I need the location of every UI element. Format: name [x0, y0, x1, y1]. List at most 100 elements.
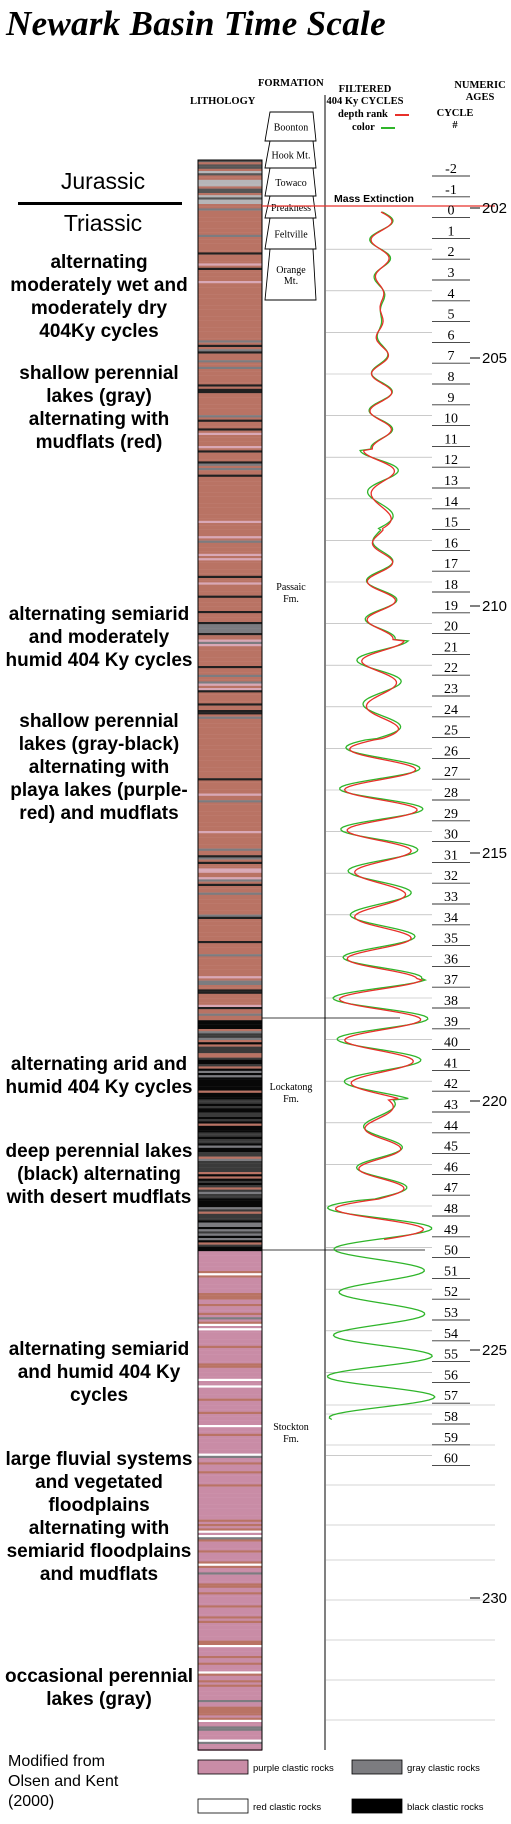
lithology-stripe [198, 1207, 262, 1210]
lithology-stripe [198, 1510, 262, 1514]
lithology-stripe [198, 881, 262, 884]
lithology-stripe [198, 1035, 262, 1038]
lithology-stripe [198, 1546, 262, 1549]
lithology-stripe [198, 1130, 262, 1133]
cycle-number: 33 [444, 890, 458, 905]
lithology-stripe [198, 1339, 262, 1342]
lithology-stripe [198, 1169, 262, 1173]
lithology-stripe [198, 1684, 262, 1687]
age-label: 225 [482, 1342, 507, 1359]
lithology-stripe [198, 336, 262, 339]
cycle-number: 45 [444, 1140, 458, 1155]
lithology-stripe [198, 534, 262, 537]
lithology-stripe [198, 756, 262, 759]
lithology-stripe [198, 729, 262, 733]
lithology-stripe [198, 943, 262, 946]
lithology-stripe [198, 586, 262, 590]
lithology-stripe [198, 919, 262, 922]
lithology-stripe [198, 789, 262, 792]
lithology-stripe [198, 1086, 262, 1089]
lithology-stripe [198, 540, 262, 543]
lithology-stripe [198, 457, 262, 460]
lithology-stripe [198, 1059, 262, 1063]
lithology-stripe [198, 270, 262, 273]
lithology-stripe [198, 633, 262, 636]
lithology-stripe [198, 1645, 262, 1648]
lithology-stripe [198, 1200, 262, 1203]
lithology-stripe [198, 536, 262, 539]
cycle-number: 16 [444, 536, 458, 551]
lithology-stripe [198, 1570, 262, 1573]
lithology-stripe [198, 723, 262, 726]
lithology-stripe [198, 954, 262, 957]
source-line-3: (2000) [8, 1793, 55, 1810]
lithology-stripe [198, 1647, 262, 1650]
lithology-stripe [198, 806, 262, 810]
lithology-stripe [198, 520, 262, 524]
lithology-stripe [198, 1264, 262, 1267]
lithology-stripe [198, 901, 262, 904]
lithology-stripe [198, 1658, 262, 1661]
lithology-stripe [198, 661, 262, 664]
formation-label: Hook Mt. [272, 151, 311, 162]
lithology-stripe [198, 908, 262, 911]
lithology-stripe [198, 602, 262, 605]
lithology-stripe [198, 1429, 262, 1432]
lithology-stripe [198, 1073, 262, 1076]
formation-label: Feltville [274, 230, 308, 241]
lithology-stripe [198, 1002, 262, 1005]
lithology-stripe [198, 778, 262, 781]
cycle-number: -2 [445, 162, 457, 177]
lithology-stripe [198, 1495, 262, 1498]
lithology-stripe [198, 668, 262, 671]
lithology-stripe [198, 1447, 262, 1450]
lithology-stripe [198, 1134, 262, 1137]
lithology-stripe [198, 1114, 262, 1118]
lithology-stripe [198, 1581, 262, 1584]
lithology-stripe [198, 1559, 262, 1562]
lithology-stripe [198, 430, 262, 433]
lithology-stripe [198, 314, 262, 317]
cycle-number: 1 [448, 224, 455, 239]
lithology-stripe [198, 1711, 262, 1714]
lithology-stripe [198, 171, 262, 174]
lithology-stripe [198, 1293, 262, 1296]
lithology-stripe [198, 1211, 262, 1214]
lithology-stripe [198, 1348, 262, 1351]
lithology-stripe [198, 162, 262, 165]
lithology-stripe [198, 1279, 262, 1283]
lithology-stripe [198, 903, 262, 906]
lithology-stripe [198, 1414, 262, 1417]
formation-box [264, 248, 317, 301]
cycle-number: 25 [444, 724, 458, 739]
lithology-stripe [198, 591, 262, 594]
lithology-stripe [198, 831, 262, 834]
cycle-number: 11 [444, 432, 457, 447]
lithology-stripe [198, 206, 262, 209]
lithology-stripe [198, 481, 262, 484]
lithology-stripe [198, 828, 262, 832]
cycle-number: -1 [445, 183, 457, 198]
lithology-stripe [198, 1618, 262, 1621]
cycle-number: 42 [444, 1077, 458, 1092]
lithology-stripe [198, 982, 262, 986]
lithology-stripe [198, 1075, 262, 1078]
lithology-stripe [198, 932, 262, 935]
lithology-stripe [198, 1198, 262, 1201]
lithology-stripe [198, 1469, 262, 1472]
lithology-stripe [198, 773, 262, 777]
header-formation: FORMATION [258, 78, 324, 89]
lithology-stripe [198, 1189, 262, 1192]
lithology-stripe [198, 1678, 262, 1681]
lithology-stripe [198, 1576, 262, 1580]
lithology-stripe [198, 215, 262, 218]
lithology-stripe [198, 1444, 262, 1448]
lithology-stripe [198, 267, 262, 271]
lithology-stripe [198, 934, 262, 937]
cycle-number: 31 [444, 848, 458, 863]
lithology-stripe [198, 1220, 262, 1223]
lithology-stripe [198, 578, 262, 581]
lithology-stripe [198, 421, 262, 425]
cycle-guide-lines [326, 248, 495, 1721]
formation-label: Stockton [273, 1422, 309, 1433]
